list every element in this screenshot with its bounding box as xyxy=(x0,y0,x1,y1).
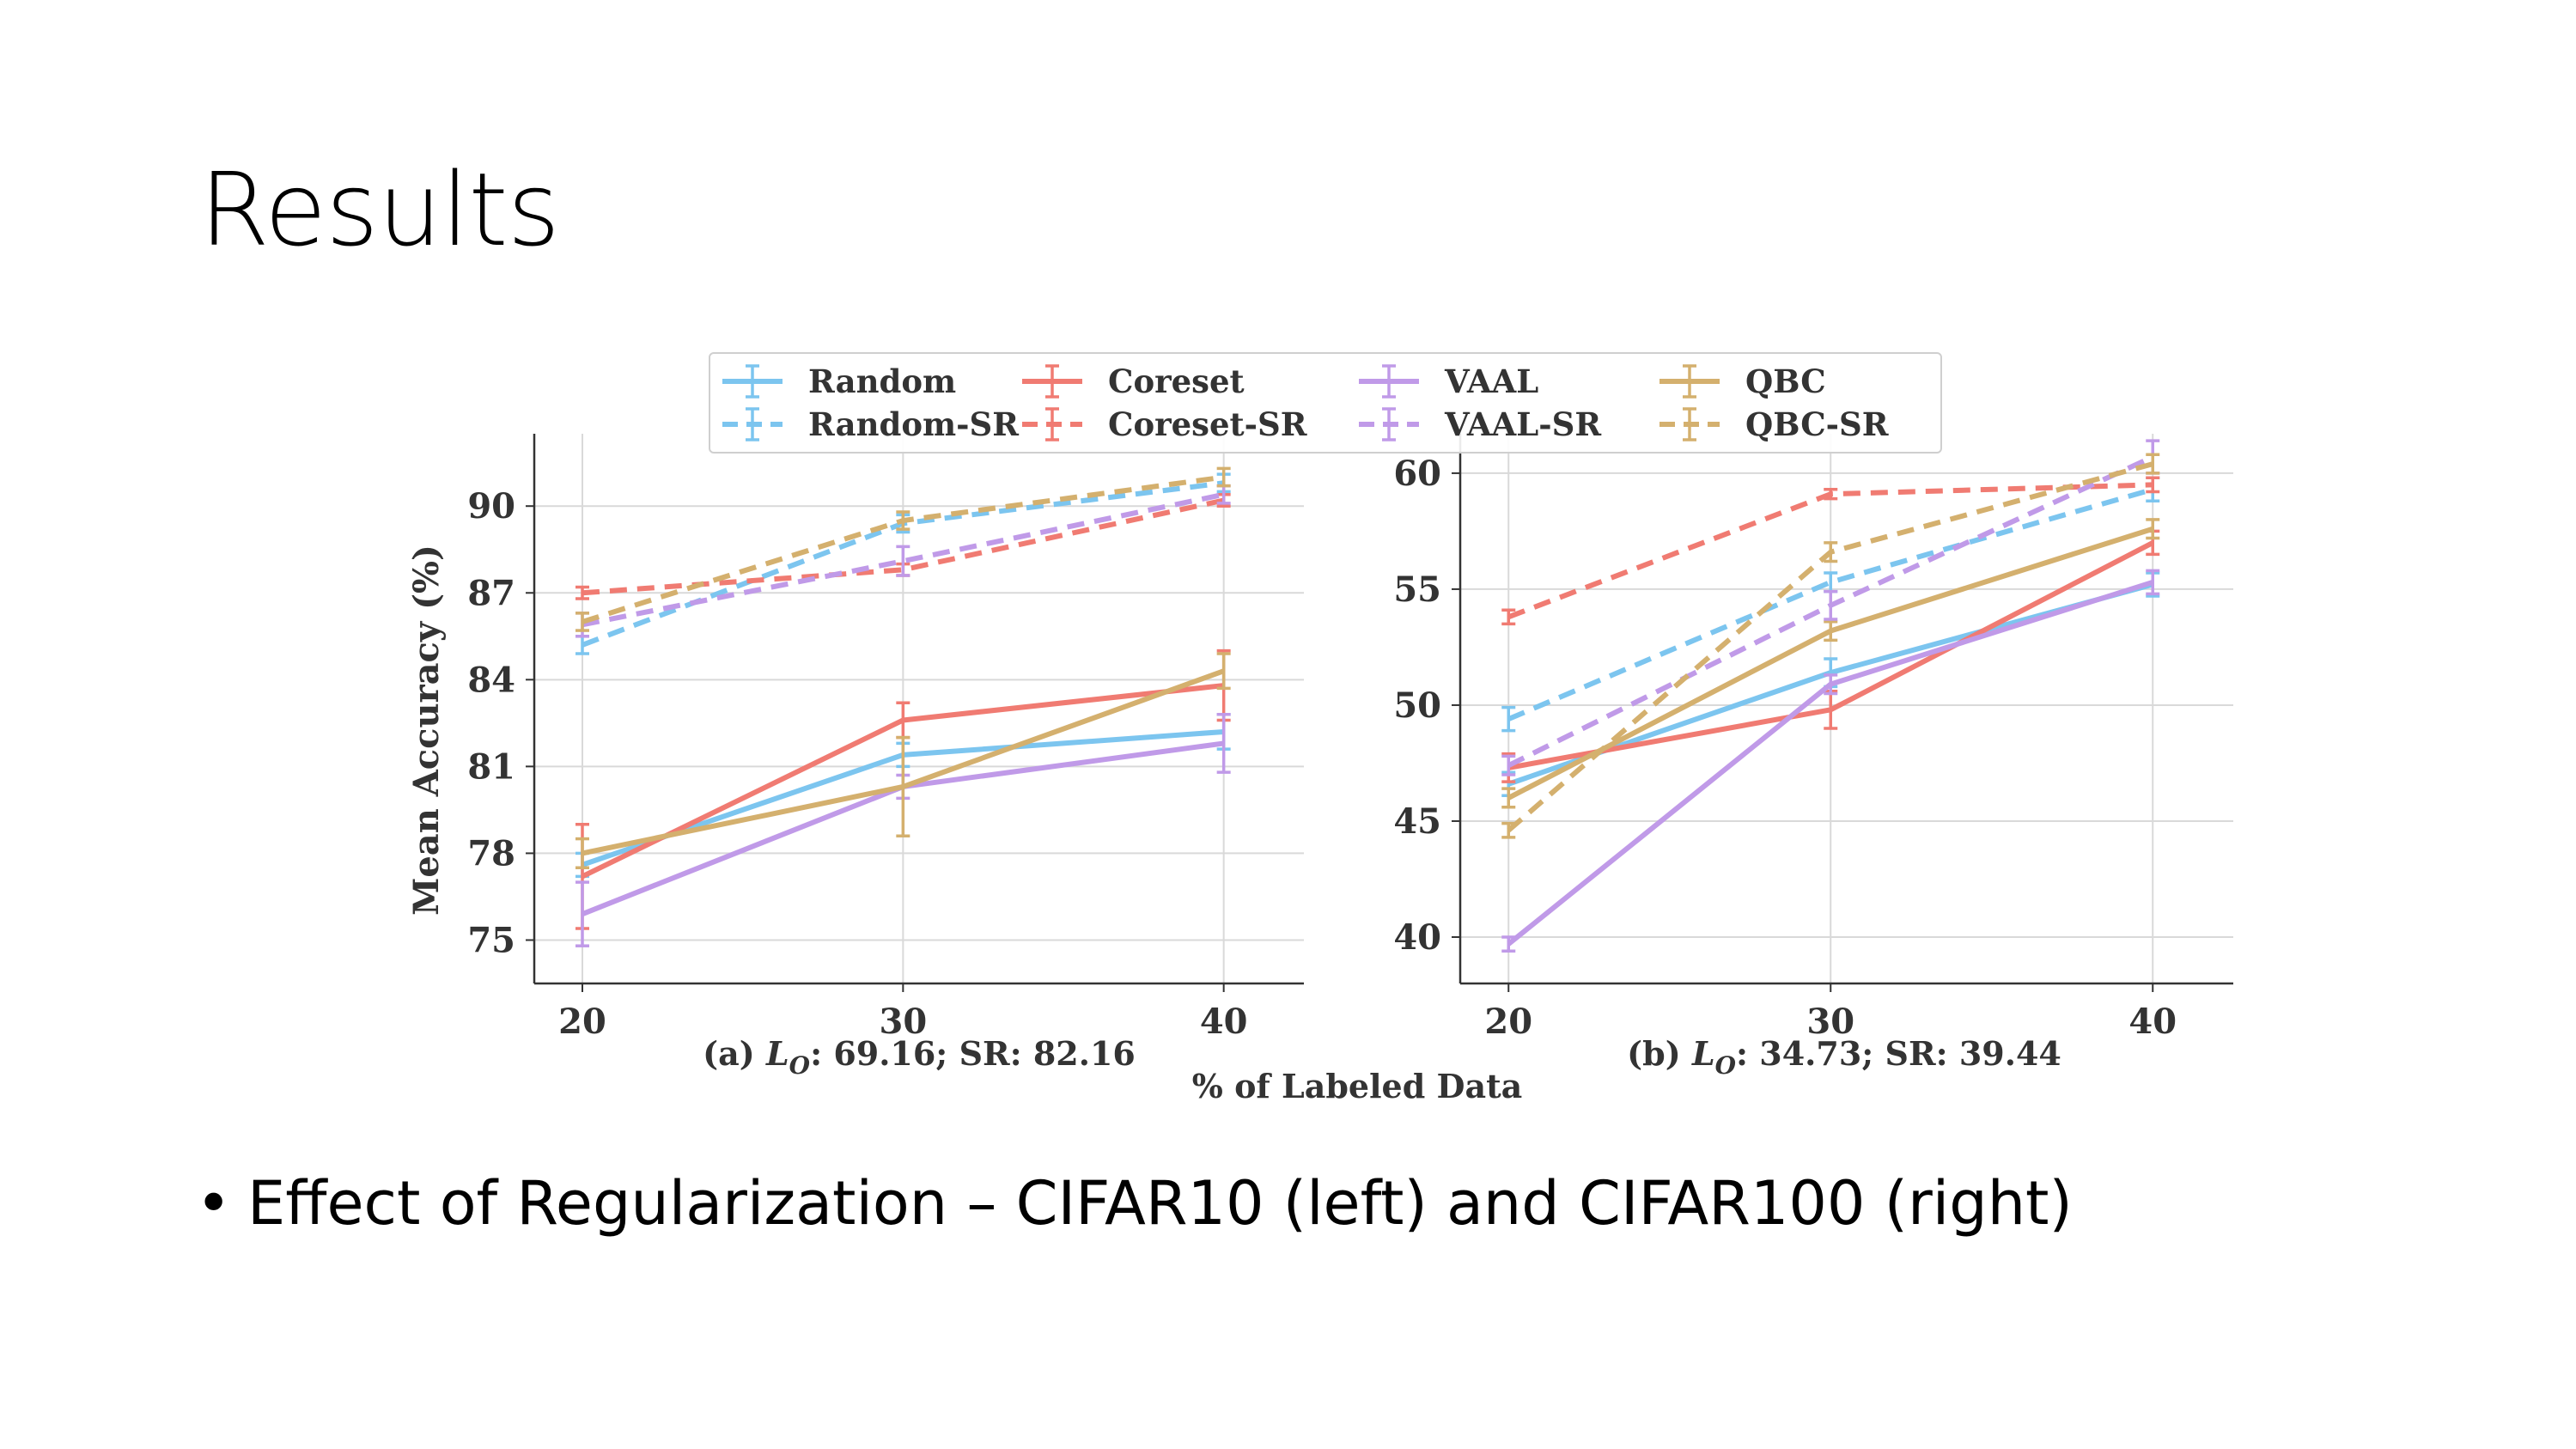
series-qbc xyxy=(1501,518,2160,809)
y-tick-label: 40 xyxy=(1393,917,1441,958)
legend-label: Coreset xyxy=(1108,362,1245,400)
series-qbc xyxy=(575,652,1231,870)
legend-item-vaal: VAAL xyxy=(1359,362,1538,400)
y-tick-label: 87 xyxy=(467,573,515,613)
x-tick-label: 40 xyxy=(1200,1002,1248,1042)
bullet-dot: • xyxy=(196,1168,232,1239)
bullet-point: • Effect of Regularization – CIFAR10 (lef… xyxy=(196,1168,2073,1239)
y-tick-label: 90 xyxy=(467,486,515,527)
x-tick-label: 30 xyxy=(1806,1002,1854,1042)
legend-label: Random xyxy=(808,362,956,400)
series-qbc-sr xyxy=(1501,453,2160,839)
x-tick-label: 20 xyxy=(1484,1002,1532,1042)
legend-label: QBC-SR xyxy=(1745,405,1889,443)
legend-label: VAAL xyxy=(1444,362,1538,400)
series-vaal xyxy=(1501,569,2160,953)
x-tick-label: 20 xyxy=(558,1002,606,1042)
y-axis-label: Mean Accuracy (%) xyxy=(406,545,447,916)
y-tick-label: 55 xyxy=(1393,569,1441,610)
series-coreset-sr xyxy=(1501,476,2160,626)
bullet-text: Effect of Regularization – CIFAR10 (left… xyxy=(247,1168,2073,1239)
y-tick-label: 75 xyxy=(467,920,515,960)
cifar10-chart: 75 78 81 84 87 90 20 30 40 (a) LO: 69.16; SR: 82.… xyxy=(467,434,1304,1080)
y-tick-label: 78 xyxy=(467,833,515,874)
chart-caption: (a) LO: 69.16; SR: 82.16 xyxy=(703,1034,1136,1080)
legend: Random Random-SR Coreset Coreset-SR VAAL VAAL… xyxy=(709,352,1942,454)
legend-item-random: Random xyxy=(722,362,956,400)
x-tick-label: 30 xyxy=(879,1002,927,1042)
slide-title: Results xyxy=(199,150,560,269)
y-tick-label: 45 xyxy=(1393,801,1441,842)
legend-item-qbc-sr: QBC-SR xyxy=(1659,405,1889,443)
legend-item-random-sr: Random-SR xyxy=(722,405,1019,443)
legend-item-coreset: Coreset xyxy=(1022,362,1245,400)
series-line xyxy=(1507,486,2154,721)
legend-item-vaal-sr: VAAL-SR xyxy=(1359,405,1601,443)
legend-label: VAAL-SR xyxy=(1444,405,1601,443)
legend-item-qbc: QBC xyxy=(1659,362,1826,400)
y-tick-label: 84 xyxy=(467,660,515,700)
y-tick-label: 50 xyxy=(1393,685,1441,726)
legend-item-coreset-sr: Coreset-SR xyxy=(1022,405,1307,443)
chart-caption: (b) LO: 34.73; SR: 39.44 xyxy=(1627,1034,2061,1080)
x-tick-label: 40 xyxy=(2128,1002,2177,1042)
legend-label: Coreset-SR xyxy=(1108,405,1307,443)
cifar100-chart: 40 45 50 55 60 20 30 40 (b) LO: 34.73; SR: 39.44 xyxy=(1393,434,2233,1080)
legend-label: Random-SR xyxy=(808,405,1019,443)
x-axis-label: % of Labeled Data xyxy=(1192,1067,1523,1105)
series-coreset xyxy=(1501,529,2160,783)
y-tick-label: 81 xyxy=(467,746,515,787)
legend-label: QBC xyxy=(1745,362,1826,400)
series-qbc-sr xyxy=(575,466,1231,632)
y-tick-label: 60 xyxy=(1393,454,1441,494)
